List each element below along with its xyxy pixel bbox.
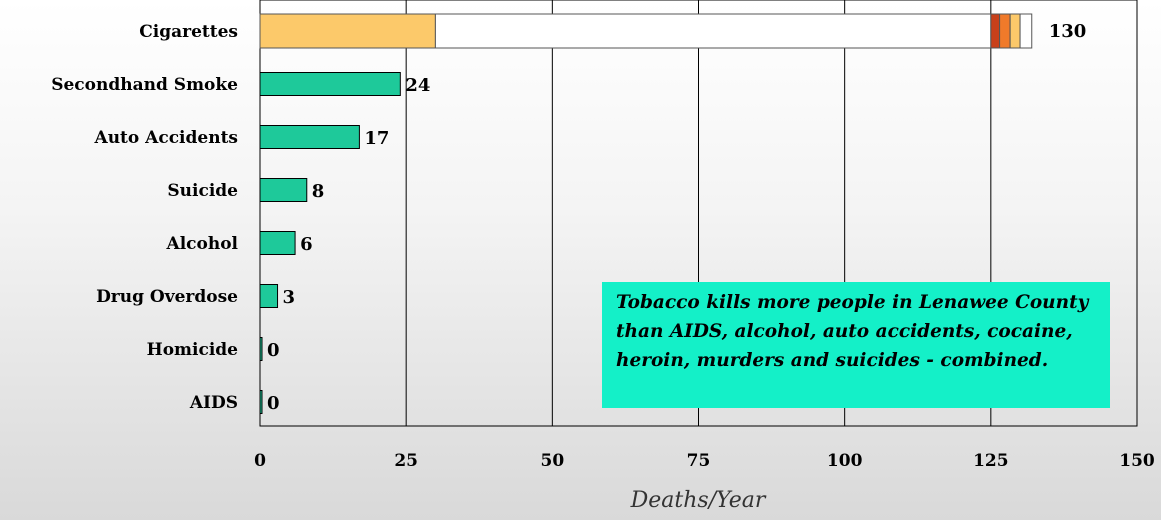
bar <box>259 284 279 308</box>
x-tick-label: 0 <box>254 451 266 471</box>
bar <box>259 390 263 414</box>
bar-segment <box>999 13 1011 49</box>
bar-segment <box>990 13 1001 49</box>
bar <box>259 231 296 255</box>
annotation-box: Tobacco kills more people in Lenawee Cou… <box>602 282 1110 408</box>
bar-segment <box>1009 13 1021 49</box>
x-tick-label: 75 <box>687 451 711 471</box>
value-label: 24 <box>405 75 430 96</box>
bar <box>259 72 401 96</box>
bar-segment <box>259 13 436 49</box>
x-tick-label: 50 <box>540 451 564 471</box>
x-tick-label: 100 <box>827 451 863 471</box>
x-axis-label: Deaths/Year <box>630 488 767 513</box>
x-tick-label: 25 <box>394 451 418 471</box>
category-label: Auto Accidents <box>94 128 239 148</box>
bar-segment <box>434 13 992 49</box>
value-label: 0 <box>267 340 280 361</box>
bar <box>259 178 308 202</box>
category-label: Homicide <box>147 340 239 360</box>
value-label: 6 <box>300 234 313 255</box>
category-label: Alcohol <box>166 234 239 254</box>
value-label: 0 <box>267 393 280 414</box>
category-label: Cigarettes <box>139 22 238 42</box>
value-label: 3 <box>283 287 296 308</box>
value-label: 8 <box>312 181 325 202</box>
bar-segment <box>1019 13 1033 49</box>
category-label: Suicide <box>167 181 238 201</box>
category-label: AIDS <box>189 393 238 413</box>
value-label: 17 <box>364 128 389 149</box>
x-tick-label: 125 <box>973 451 1009 471</box>
bar <box>259 337 263 361</box>
x-tick-label: 150 <box>1119 451 1155 471</box>
value-label: 130 <box>1049 21 1087 42</box>
bar <box>259 125 360 149</box>
category-label: Drug Overdose <box>96 287 238 307</box>
category-label: Secondhand Smoke <box>51 75 238 95</box>
